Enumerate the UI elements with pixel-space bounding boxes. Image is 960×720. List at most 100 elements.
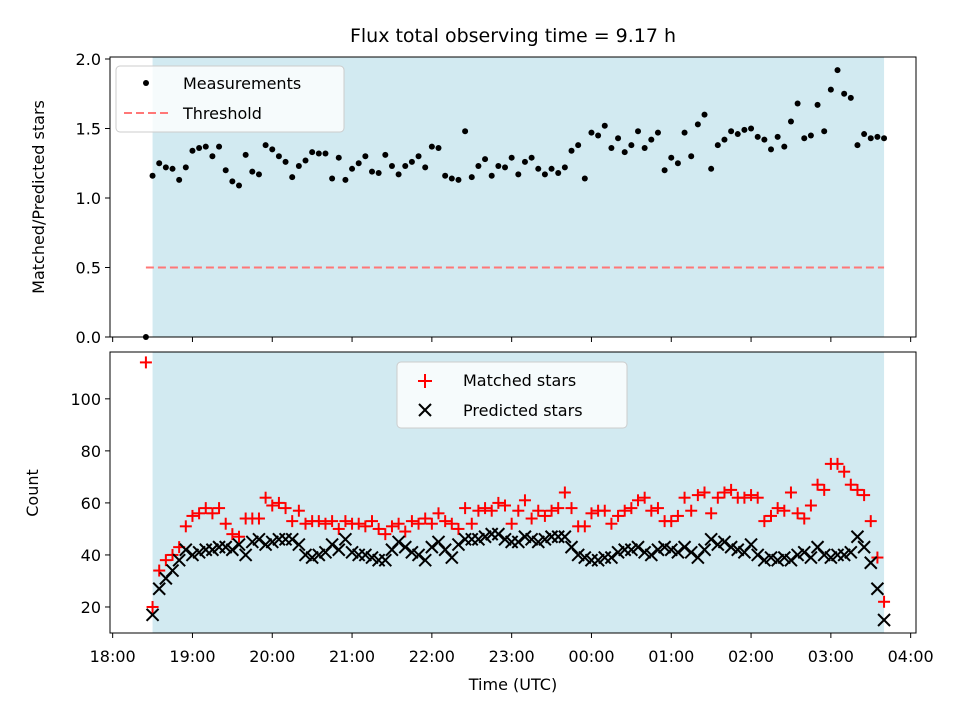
measurement-point xyxy=(754,133,761,140)
bottom-legend: Matched stars Predicted stars xyxy=(396,361,628,429)
measurement-point xyxy=(435,144,442,151)
measurement-point xyxy=(555,169,562,176)
predicted-star-stroke-b xyxy=(405,545,419,560)
measurement-point xyxy=(448,175,455,182)
predicted-star-stroke-b xyxy=(684,545,698,560)
matched-star-point xyxy=(452,522,465,535)
measurement-point xyxy=(661,167,668,174)
predicted-star-stroke-b xyxy=(697,543,712,557)
matched-star-point xyxy=(186,509,199,522)
legend-matched-label: Matched stars xyxy=(463,371,576,390)
measurement-point xyxy=(468,174,475,181)
predicted-star-point xyxy=(145,608,160,622)
matched-star-point xyxy=(538,509,551,522)
predicted-star-stroke-b xyxy=(238,548,253,562)
predicted-star-point xyxy=(445,550,459,565)
predicted-star-stroke-b xyxy=(817,548,831,562)
top-legend-box xyxy=(115,65,345,133)
measurement-point xyxy=(169,165,176,172)
matched-star-point xyxy=(432,507,445,520)
measurement-point xyxy=(209,153,216,160)
measurement-point xyxy=(641,144,648,151)
x-tick-label: 01:00 xyxy=(648,647,694,666)
matched-star-point xyxy=(505,517,518,530)
predicted-star-point xyxy=(784,553,798,567)
measurement-point xyxy=(548,165,555,172)
matched-star-point xyxy=(705,507,718,520)
measurement-point xyxy=(216,143,223,150)
predicted-star-stroke-b xyxy=(524,532,539,547)
predicted-star-point xyxy=(391,535,406,549)
bottom-plot-frame xyxy=(109,351,917,634)
predicted-star-stroke-b xyxy=(172,553,186,567)
matched-star-point xyxy=(379,528,392,541)
bottom-y-tick-label: 60 xyxy=(81,494,101,513)
matched-star-point xyxy=(605,517,618,530)
top-y-tick-label: 0.0 xyxy=(76,328,101,347)
matched-star-point xyxy=(665,515,678,528)
predicted-star-point xyxy=(325,537,339,552)
matched-star-point xyxy=(558,486,571,499)
top-y-tick-label: 1.5 xyxy=(76,120,101,139)
measurement-point xyxy=(708,165,715,172)
predicted-star-point xyxy=(411,548,426,562)
measurement-point xyxy=(867,135,874,142)
matched-star-point xyxy=(864,515,877,528)
measurement-point xyxy=(249,168,256,175)
matched-star-point xyxy=(299,517,312,530)
predicted-star-stroke-b xyxy=(425,540,439,554)
matched-star-point xyxy=(811,478,824,491)
predicted-star-stroke-b xyxy=(797,545,811,560)
predicted-star-point xyxy=(398,540,412,554)
predicted-star-point xyxy=(604,550,619,565)
measurement-point xyxy=(355,160,362,167)
predicted-star-stroke-b xyxy=(292,537,306,552)
measurement-point xyxy=(688,153,695,160)
matched-star-point xyxy=(651,502,664,515)
predicted-star-point xyxy=(252,532,266,547)
matched-star-point xyxy=(771,502,784,515)
predicted-star-point xyxy=(558,530,572,544)
measurement-point xyxy=(462,128,469,135)
predicted-star-stroke-b xyxy=(677,540,692,554)
measurement-point xyxy=(375,169,382,176)
matched-star-point xyxy=(405,515,418,528)
matched-star-point xyxy=(691,489,704,502)
matched-star-point xyxy=(784,486,797,499)
predicted-star-stroke-b xyxy=(844,545,858,560)
measurement-point xyxy=(834,67,841,74)
matched-star-point xyxy=(179,520,192,533)
top-y-tick-label: 1.0 xyxy=(76,189,101,208)
matched-star-point xyxy=(339,515,352,528)
matched-star-point xyxy=(532,504,545,517)
matched-star-point xyxy=(838,465,851,478)
predicted-star-stroke-b xyxy=(225,543,240,557)
predicted-star-stroke-b xyxy=(724,540,738,554)
predicted-star-point xyxy=(238,548,253,562)
measurement-point xyxy=(196,144,203,151)
predicted-star-stroke-b xyxy=(864,556,878,570)
matched-star-point xyxy=(359,520,372,533)
predicted-star-point xyxy=(684,545,698,560)
predicted-star-point xyxy=(844,545,858,560)
predicted-star-point xyxy=(804,550,818,565)
matched-star-point xyxy=(798,512,811,525)
x-tick-label: 04:00 xyxy=(888,647,934,666)
measurement-point xyxy=(395,171,402,178)
measurement-point xyxy=(455,176,462,183)
measurement-point xyxy=(262,142,269,149)
matched-star-point xyxy=(286,515,299,528)
legend-threshold-label: Threshold xyxy=(182,104,262,123)
predicted-star-point xyxy=(378,553,393,567)
matched-star-point xyxy=(226,528,239,541)
measurement-point xyxy=(182,164,189,171)
matched-star-point xyxy=(499,499,512,512)
measurement-point xyxy=(335,154,342,161)
predicted-star-stroke-b xyxy=(232,537,246,552)
matched-star-point xyxy=(272,496,285,509)
predicted-star-stroke-b xyxy=(764,550,778,565)
predicted-star-point xyxy=(797,545,811,560)
predicted-star-point xyxy=(704,532,718,547)
measurement-point xyxy=(255,171,262,178)
